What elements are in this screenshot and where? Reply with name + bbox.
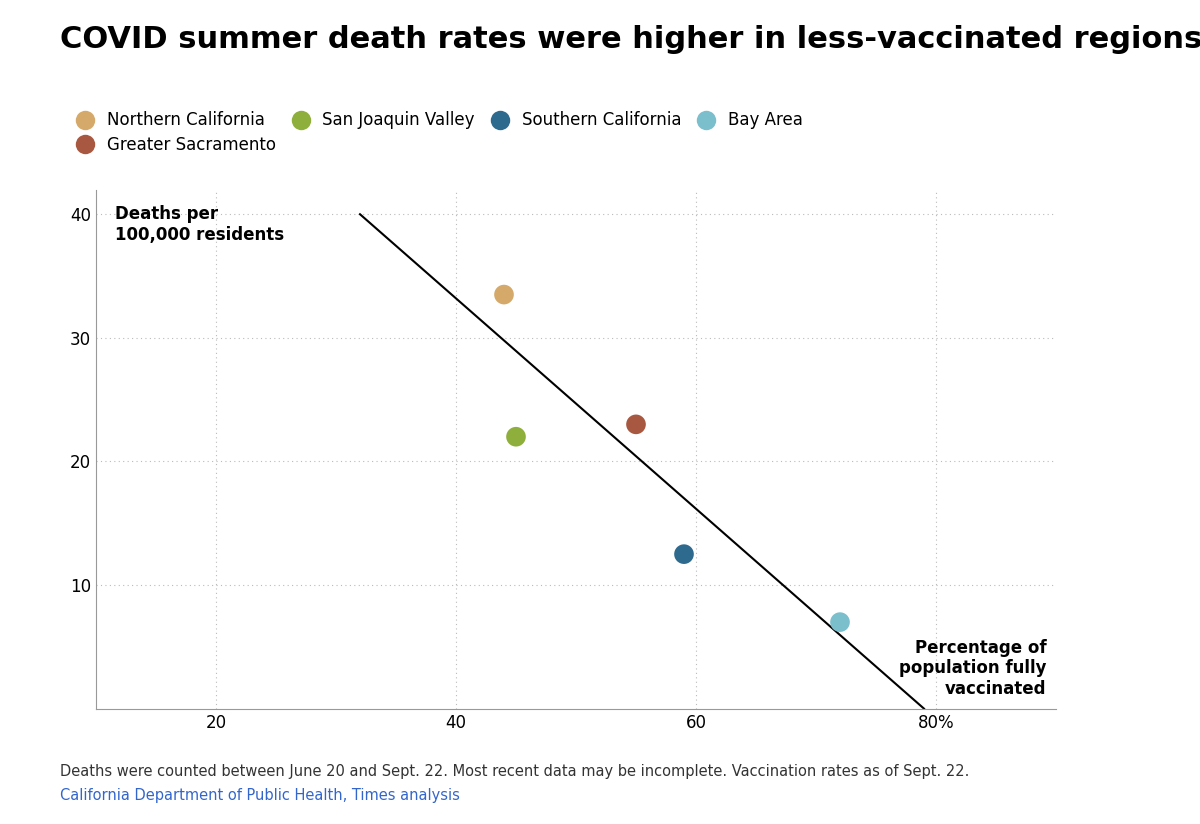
Point	[626, 418, 646, 431]
Legend: Northern California, Greater Sacramento, San Joaquin Valley, Southern California: Northern California, Greater Sacramento,…	[68, 111, 803, 154]
Text: California Department of Public Health, Times analysis: California Department of Public Health, …	[60, 789, 460, 803]
Text: Deaths per
100,000 residents: Deaths per 100,000 residents	[115, 205, 284, 244]
Point	[674, 547, 694, 560]
Text: COVID summer death rates were higher in less-vaccinated regions: COVID summer death rates were higher in …	[60, 25, 1200, 54]
Point	[506, 430, 526, 443]
Text: Percentage of
population fully
vaccinated: Percentage of population fully vaccinate…	[899, 639, 1046, 698]
Text: Deaths were counted between June 20 and Sept. 22. Most recent data may be incomp: Deaths were counted between June 20 and …	[60, 764, 970, 779]
Point	[494, 288, 514, 301]
Point	[830, 616, 850, 629]
